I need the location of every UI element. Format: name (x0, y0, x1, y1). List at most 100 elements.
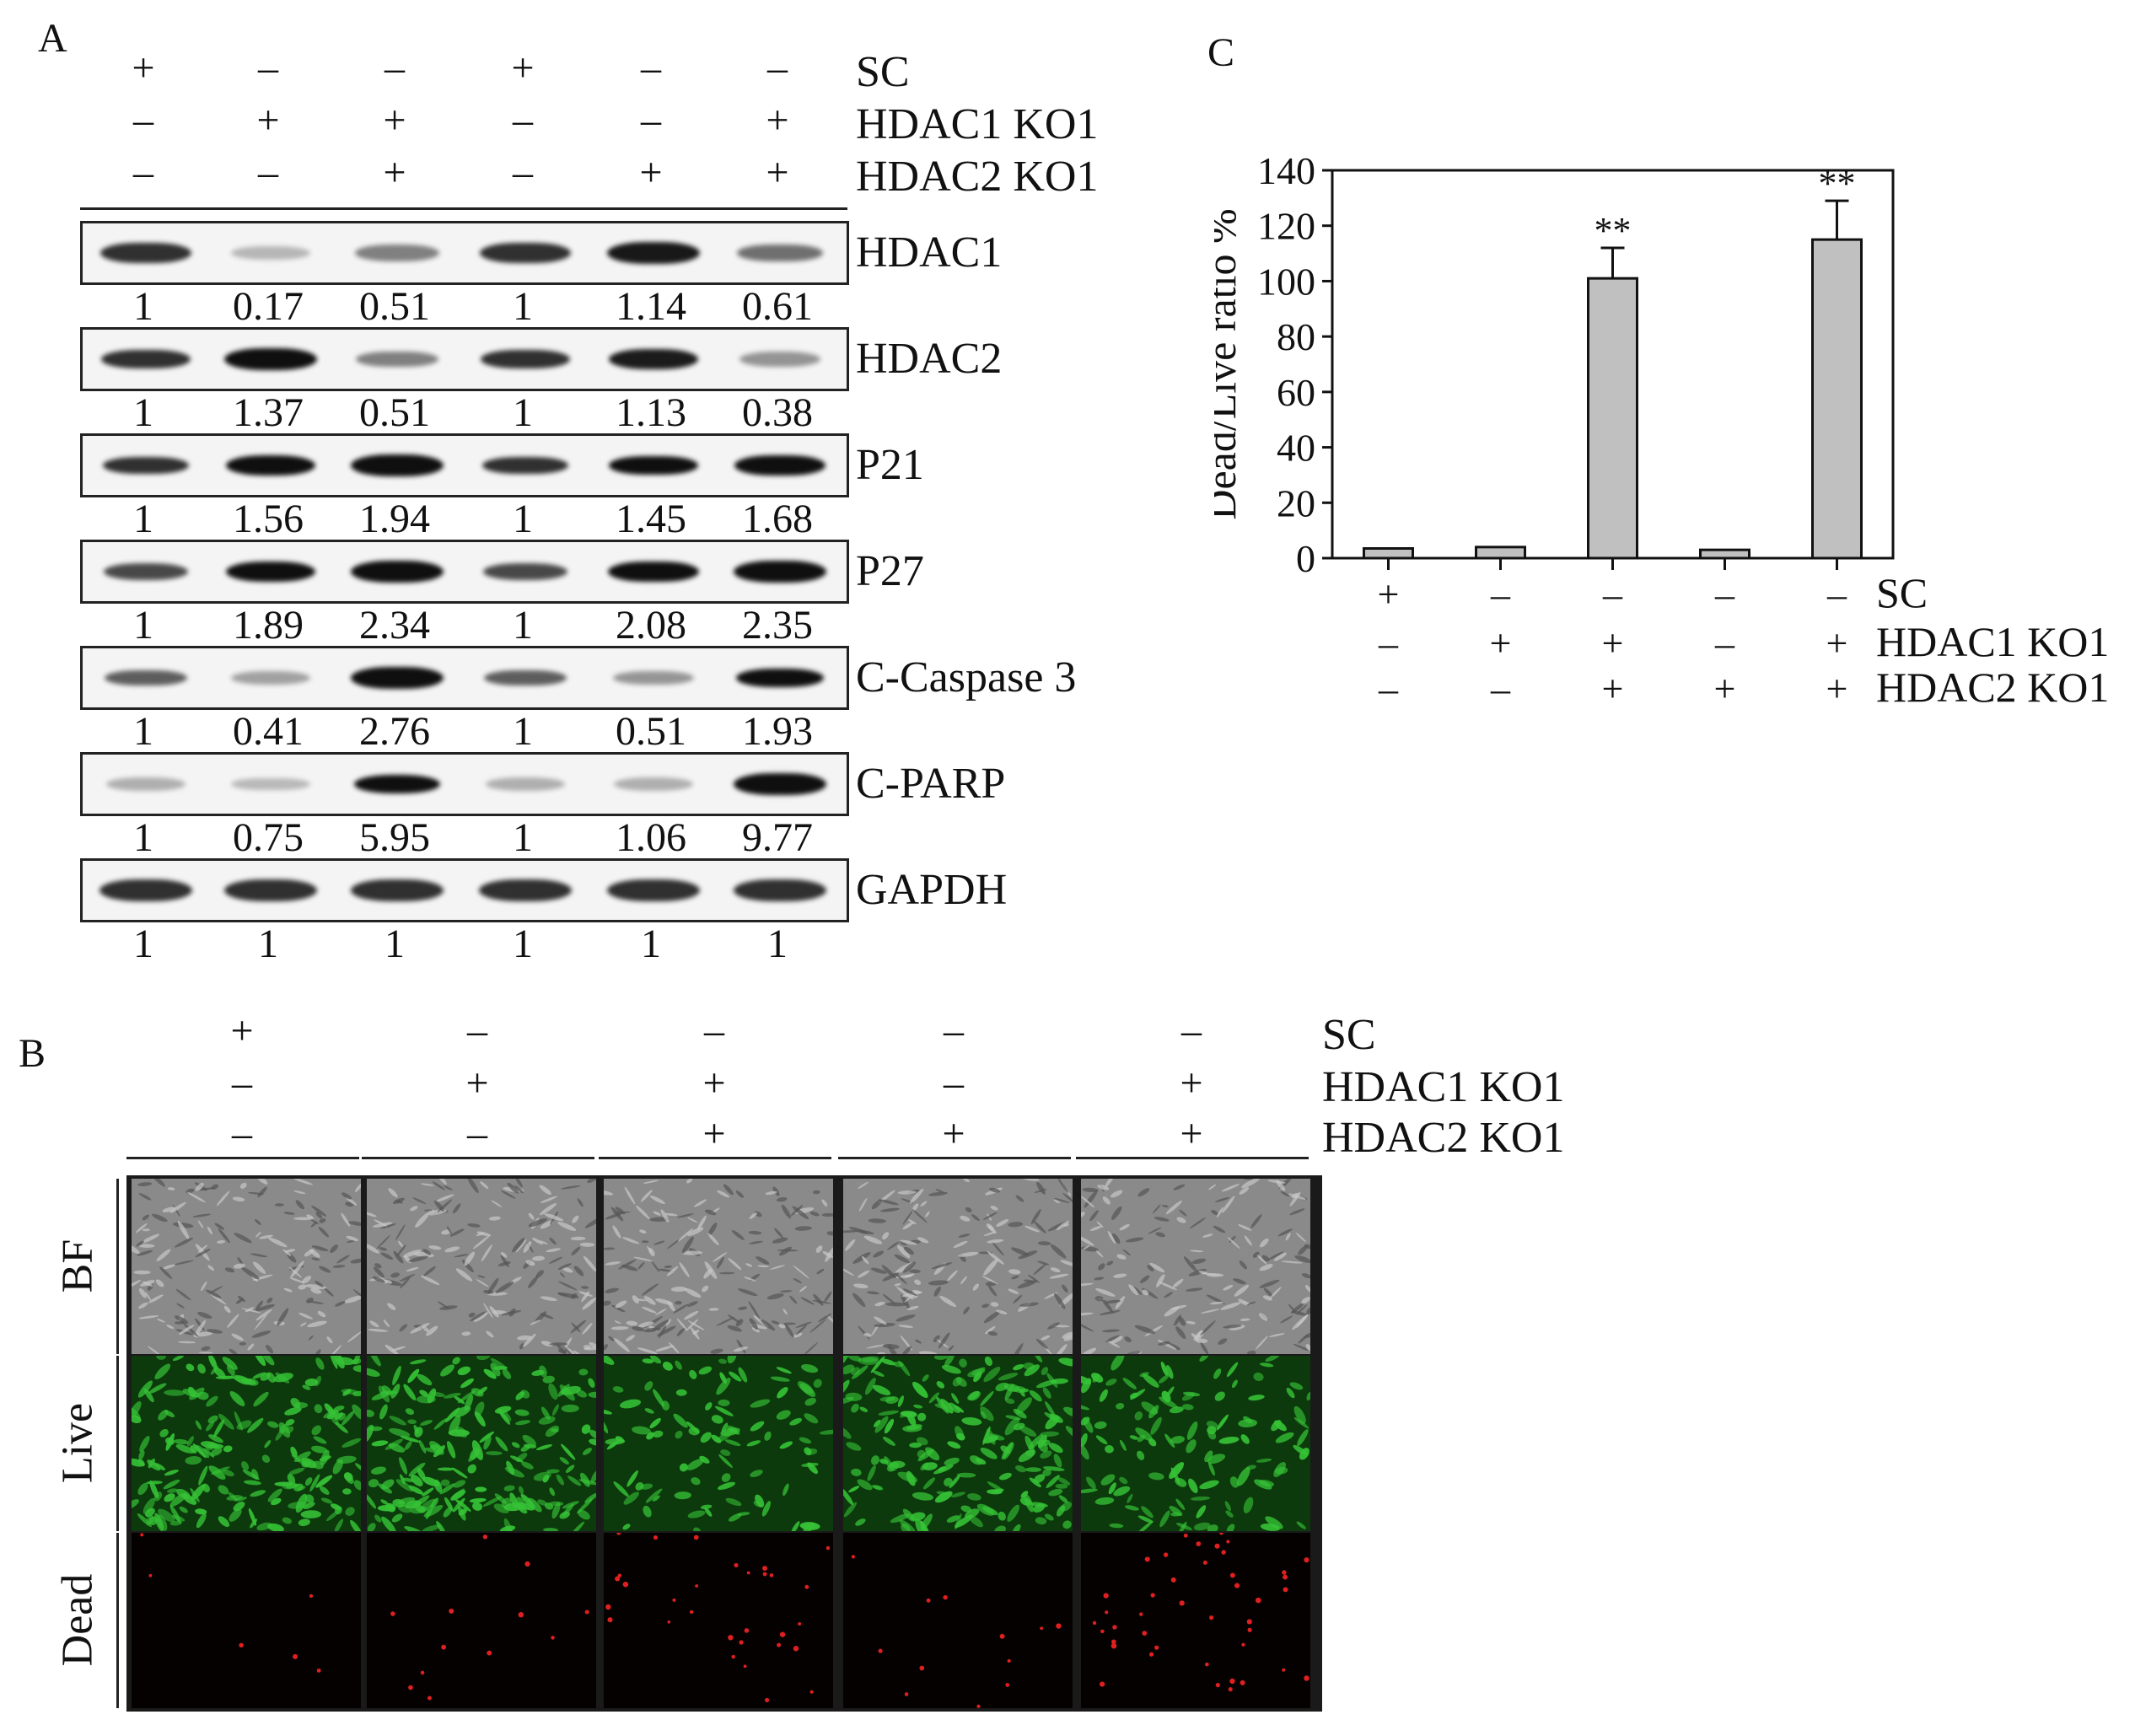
cell-shape (311, 1245, 329, 1252)
live-cell (457, 1390, 476, 1404)
live-cell (711, 1415, 723, 1424)
cell-shape (821, 1199, 828, 1207)
live-cell (499, 1525, 516, 1531)
live-cell (966, 1493, 981, 1501)
live-cell (195, 1420, 202, 1430)
dead-cell (1148, 1652, 1154, 1657)
live-cell (475, 1486, 487, 1492)
cell-shape (379, 1247, 388, 1251)
cell-shape (858, 1229, 874, 1234)
live-cell (218, 1485, 229, 1495)
live-cell (1060, 1502, 1073, 1512)
cell-shape (909, 1188, 924, 1204)
protein-band (607, 879, 700, 901)
live-cell (198, 1465, 208, 1486)
live-cell (691, 1477, 701, 1486)
cell-shape (251, 1330, 272, 1338)
cell-shape (546, 1248, 562, 1253)
live-cell (1095, 1435, 1108, 1445)
cell-shape (293, 1217, 315, 1221)
live-cell (1055, 1483, 1068, 1489)
cell-shape (528, 1217, 548, 1228)
live-cell (581, 1424, 591, 1434)
cell-shape (935, 1189, 944, 1193)
live-cell (422, 1487, 434, 1497)
y-tick-label: 60 (1277, 371, 1315, 414)
dead-cell (1221, 1550, 1226, 1555)
cell-shape (1239, 1186, 1250, 1195)
cell-shape (633, 1256, 653, 1262)
protein-band (737, 244, 823, 262)
live-cell (1238, 1418, 1258, 1427)
cell-shape (252, 1261, 266, 1274)
micrograph-live (843, 1356, 1073, 1531)
condition-symbol: + (1826, 667, 1848, 710)
cell-shape (843, 1230, 858, 1233)
cell-shape (137, 1244, 155, 1248)
live-cell (674, 1491, 691, 1500)
live-cell (720, 1449, 731, 1456)
cell-shape (858, 1197, 868, 1212)
live-cell (686, 1421, 700, 1434)
live-cell (368, 1479, 379, 1488)
dead-cell (1283, 1587, 1288, 1593)
cell-shape (912, 1289, 922, 1294)
cell-shape (472, 1235, 491, 1250)
cell-shape (1221, 1196, 1235, 1213)
cell-shape (1063, 1335, 1073, 1341)
cell-shape (557, 1222, 577, 1231)
cell-shape (317, 1310, 326, 1318)
live-cell (345, 1507, 355, 1516)
live-cell (186, 1436, 194, 1447)
live-cell (252, 1372, 266, 1379)
condition-symbol: – (767, 46, 788, 90)
cell-shape (311, 1205, 327, 1217)
live-cell (537, 1499, 547, 1506)
cell-shape (562, 1266, 573, 1273)
cell-shape (577, 1198, 583, 1207)
live-cell (874, 1419, 881, 1427)
cell-shape (1280, 1190, 1290, 1197)
cell-shape (882, 1272, 900, 1282)
panel-b-letter: B (19, 1031, 46, 1076)
live-cell (947, 1441, 961, 1449)
cell-shape (145, 1292, 152, 1301)
live-cell (776, 1367, 792, 1374)
blot-label: GAPDH (856, 866, 1008, 914)
live-cell (256, 1522, 272, 1531)
cell-shape (1172, 1278, 1184, 1288)
dead-cell (825, 1545, 831, 1551)
cell-shape (738, 1306, 748, 1310)
live-cell (855, 1518, 866, 1526)
micrograph-texture (132, 1356, 361, 1531)
cell-shape (468, 1312, 476, 1318)
live-cell (998, 1511, 1006, 1521)
cell-shape (1174, 1314, 1182, 1326)
cell-shape (769, 1265, 785, 1270)
cell-shape (369, 1320, 379, 1328)
cell-shape (439, 1305, 458, 1310)
cell-shape (1240, 1318, 1250, 1321)
band-quantification: 1.56 (233, 497, 304, 541)
live-cell (675, 1389, 687, 1396)
dead-cell (622, 1581, 629, 1588)
cell-shape (626, 1320, 638, 1326)
protein-band (99, 879, 192, 901)
live-cell (267, 1488, 282, 1502)
cell-shape (571, 1293, 578, 1299)
condition-symbol: – (1490, 667, 1511, 710)
live-cell (439, 1483, 455, 1495)
live-cell (627, 1470, 638, 1487)
cell-shape (604, 1247, 616, 1250)
cell-shape (557, 1263, 572, 1270)
cell-shape (1262, 1295, 1272, 1301)
live-cell (1182, 1404, 1194, 1411)
live-cell (1240, 1434, 1250, 1444)
dead-cell (524, 1561, 530, 1567)
live-cell (998, 1472, 1012, 1481)
cell-shape (1062, 1331, 1073, 1339)
live-cell (332, 1459, 343, 1475)
cell-shape (1255, 1336, 1268, 1350)
live-cell (218, 1516, 230, 1527)
live-cell (714, 1405, 734, 1416)
